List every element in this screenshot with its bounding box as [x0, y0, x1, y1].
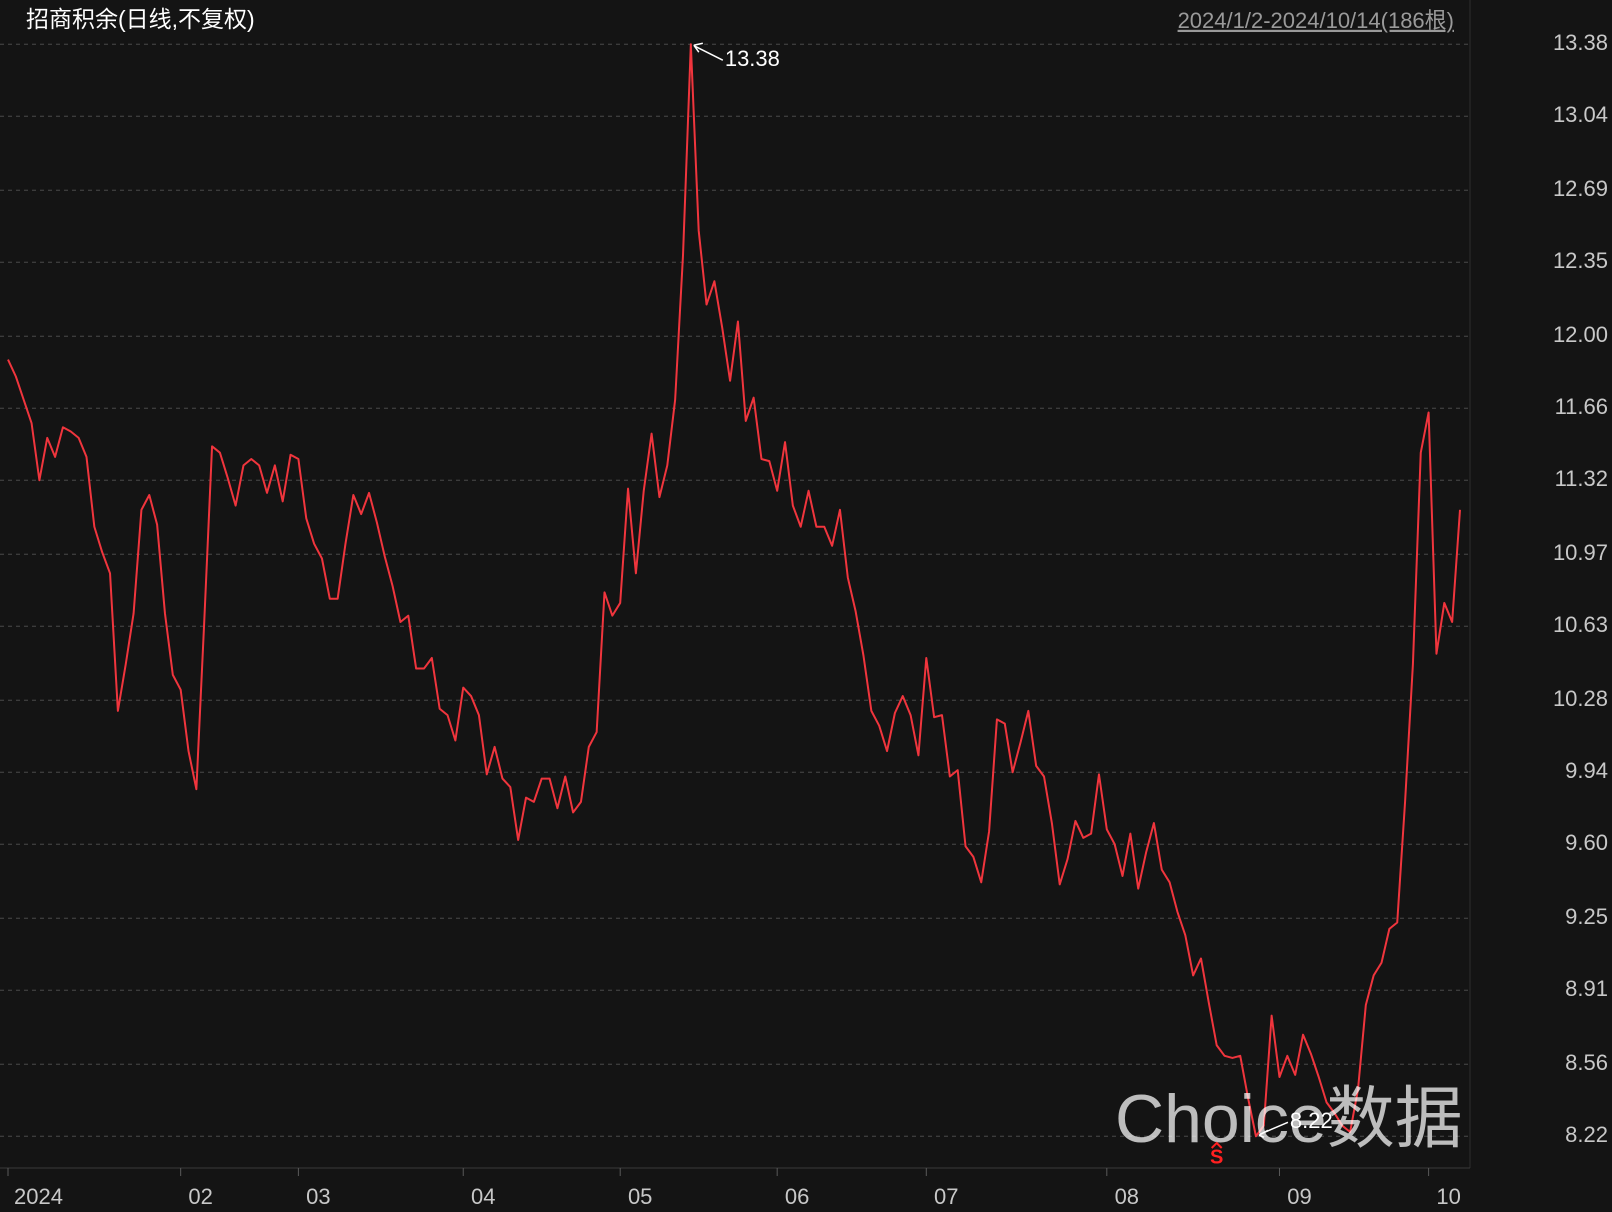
x-tick-label: 05	[628, 1184, 652, 1209]
price-line	[7, 43, 1461, 1138]
date-range: 2024/1/2-2024/10/14(186根)	[1178, 8, 1454, 33]
annotation-arrowhead	[1258, 1129, 1269, 1138]
y-tick-label: 8.56	[1565, 1050, 1608, 1075]
annotation-arrow	[694, 45, 724, 61]
annotation-label: 8.22	[1290, 1108, 1333, 1133]
y-tick-label: 13.38	[1553, 30, 1608, 55]
y-tick-label: 12.35	[1553, 248, 1608, 273]
chart-title: 招商积余(日线,不复权)	[26, 6, 255, 32]
x-tick-label: 04	[471, 1184, 495, 1209]
x-tick-label: 02	[188, 1184, 212, 1209]
y-tick-label: 11.66	[1555, 394, 1608, 419]
y-tick-label: 8.91	[1565, 976, 1608, 1001]
y-tick-label: 10.63	[1553, 612, 1608, 637]
x-tick-label: 03	[306, 1184, 330, 1209]
y-tick-label: 9.94	[1565, 758, 1608, 783]
signal-caret	[1210, 1141, 1223, 1149]
x-tick-label: 10	[1436, 1184, 1460, 1209]
y-tick-label: 10.28	[1553, 686, 1608, 711]
watermark: Choice数据	[1115, 1081, 1463, 1157]
signal-marker: S	[1210, 1146, 1223, 1168]
annotation-arrowhead	[693, 42, 703, 53]
y-tick-label: 11.32	[1555, 466, 1608, 491]
y-tick-label: 8.22	[1565, 1122, 1608, 1147]
x-tick-label: 06	[785, 1184, 809, 1209]
x-tick-label: 08	[1115, 1184, 1139, 1209]
y-tick-label: 10.97	[1553, 540, 1608, 565]
x-tick-label: 07	[934, 1184, 958, 1209]
y-tick-label: 9.25	[1565, 904, 1608, 929]
y-tick-label: 12.69	[1553, 176, 1608, 201]
x-tick-label: 2024	[14, 1184, 63, 1209]
annotation-label: 13.38	[725, 46, 780, 71]
x-tick-label: 09	[1287, 1184, 1311, 1209]
y-tick-label: 9.60	[1565, 830, 1608, 855]
y-tick-label: 12.00	[1553, 322, 1608, 347]
y-tick-label: 13.04	[1553, 102, 1608, 127]
